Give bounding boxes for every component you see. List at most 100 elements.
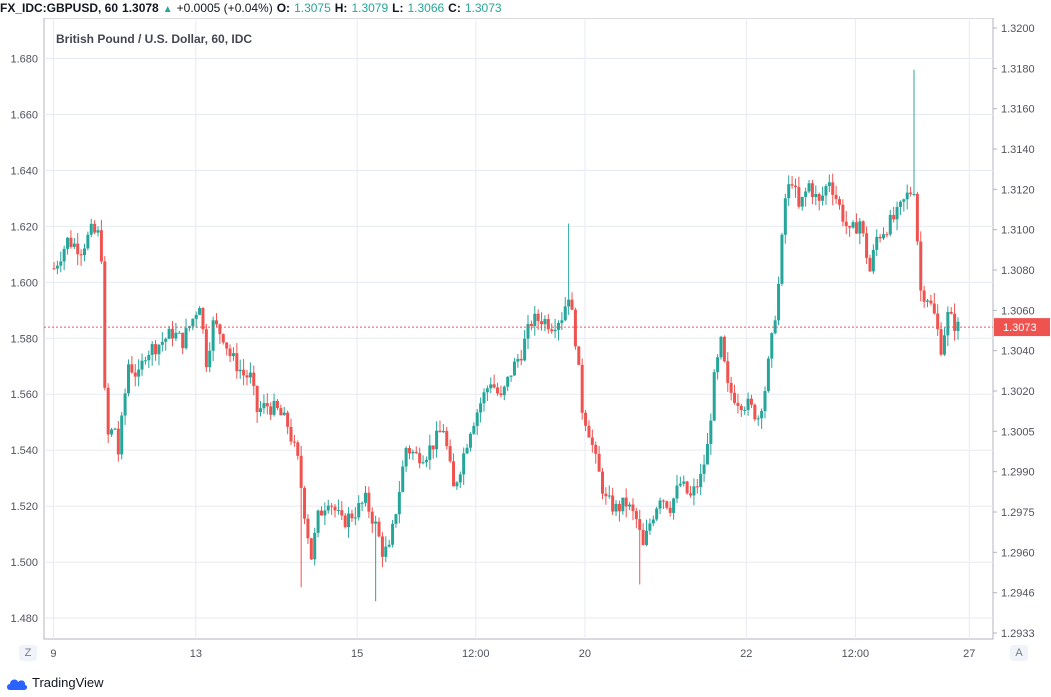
last-price-tag <box>994 318 1050 337</box>
candle-body <box>793 185 797 188</box>
candle-body <box>743 409 747 411</box>
candle-body <box>550 329 554 332</box>
candle-body <box>482 392 486 404</box>
candle-body <box>729 382 733 393</box>
candle-body <box>712 372 716 421</box>
candle-body <box>597 453 601 472</box>
tradingview-logo[interactable]: TradingView <box>6 675 104 691</box>
candle-body <box>929 300 933 304</box>
candle-body <box>174 332 178 339</box>
candle-body <box>204 329 208 368</box>
candle-body <box>167 328 171 339</box>
candle-body <box>231 353 235 357</box>
candle-body <box>658 500 662 509</box>
high-value: 1.3079 <box>351 1 389 15</box>
candle-body <box>336 510 340 512</box>
candle-body <box>882 234 886 239</box>
candle-body <box>171 328 175 339</box>
right-tick-label: 1.2990 <box>1001 467 1035 479</box>
candle-body <box>218 324 222 335</box>
candle-body <box>645 530 649 545</box>
symbol-name[interactable]: FX_IDC:GBPUSD, 60 <box>0 1 119 15</box>
candle-body <box>282 412 286 416</box>
x-tick-label: 13 <box>190 648 202 660</box>
candle-body <box>468 433 472 448</box>
right-tick-label: 1.3100 <box>1001 225 1035 237</box>
candle-body <box>523 338 527 361</box>
candle-body <box>678 483 682 486</box>
candle-body <box>848 225 852 228</box>
candle-body <box>52 268 56 270</box>
candle-body <box>871 249 875 272</box>
candle-body <box>624 497 628 507</box>
candle-body <box>86 234 90 249</box>
plot-frame <box>43 18 994 640</box>
candle-body <box>462 453 466 475</box>
candle-body <box>695 486 699 488</box>
candle-body <box>858 221 862 234</box>
candle-body <box>675 485 679 499</box>
tradingview-cloud-icon <box>7 679 28 690</box>
candle-body <box>753 404 757 420</box>
candle-body <box>600 471 604 494</box>
last-price: 1.3078 <box>122 1 159 15</box>
candle-body <box>160 341 164 345</box>
candle-body <box>154 344 158 355</box>
price-chart[interactable]: 1.680 1.660 1.640 1.620 1.600 1.580 1.560 1.540… <box>0 18 1051 667</box>
candle-body <box>909 192 913 194</box>
candle-body <box>489 384 493 389</box>
candle-body <box>529 323 533 327</box>
candle-body <box>641 529 645 545</box>
candle-body <box>265 403 269 407</box>
candle-body <box>208 350 212 368</box>
left-tick-label: 1.600 <box>10 277 38 289</box>
zoom-button[interactable]: Z <box>19 645 37 661</box>
candle-body <box>225 342 229 349</box>
candle-body <box>306 518 310 539</box>
candle-body <box>577 346 581 365</box>
candle-body <box>790 184 794 186</box>
candle-body <box>96 230 100 233</box>
candle-body <box>892 214 896 220</box>
open-value: 1.3075 <box>294 1 331 15</box>
candle-body <box>949 311 953 314</box>
candle-body <box>245 375 249 378</box>
candle-body <box>269 406 273 415</box>
candle-body <box>313 532 317 560</box>
candle-body <box>573 309 577 347</box>
left-tick-label: 1.540 <box>10 445 38 457</box>
candle-body <box>736 402 740 406</box>
candle-body <box>543 319 547 325</box>
candle-body <box>357 503 361 518</box>
candle-body <box>604 493 608 497</box>
close-value: 1.3073 <box>464 1 502 15</box>
auto-scale-button[interactable]: A <box>1010 645 1028 661</box>
x-tick-label: 20 <box>579 648 591 660</box>
close-label: C: <box>448 1 461 15</box>
candle-body <box>289 426 293 442</box>
candle-body <box>235 353 239 372</box>
candle-body <box>719 336 723 358</box>
candle-body <box>431 445 435 450</box>
candle-body <box>201 308 205 330</box>
candle-body <box>570 299 574 310</box>
x-tick-label: 22 <box>740 648 752 660</box>
candle-body <box>763 391 767 411</box>
candle-body <box>682 481 686 484</box>
candle-body <box>62 248 66 262</box>
candle-body <box>804 191 808 197</box>
candle-body <box>496 387 500 394</box>
candle-body <box>902 199 906 202</box>
right-tick-label: 1.2960 <box>1001 547 1035 559</box>
candle-body <box>685 481 689 494</box>
candle-body <box>120 415 124 455</box>
candle-body <box>499 393 503 396</box>
candle-body <box>363 492 367 503</box>
candle-body <box>492 384 496 388</box>
left-tick-label: 1.500 <box>10 557 38 569</box>
candle-body <box>391 523 395 545</box>
candle-body <box>634 511 638 520</box>
candle-body <box>350 513 354 519</box>
candle-body <box>262 403 266 409</box>
candle-body <box>905 192 909 200</box>
